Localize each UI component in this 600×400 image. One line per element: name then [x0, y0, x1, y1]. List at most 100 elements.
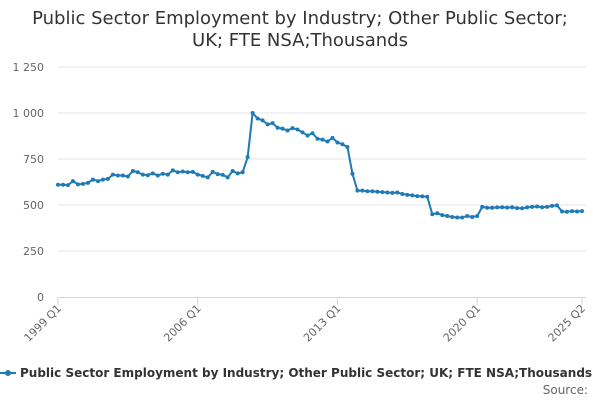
data-point [130, 168, 135, 173]
data-point [240, 170, 245, 175]
y-tick-label-0: 0 [37, 291, 44, 304]
data-point [305, 133, 310, 138]
data-point [535, 204, 540, 209]
series-line [57, 112, 583, 219]
data-point [330, 135, 335, 140]
x-tick-label-1: 2006 Q1 [161, 302, 204, 345]
data-point [340, 142, 345, 147]
data-point [410, 193, 415, 198]
data-point [335, 140, 340, 145]
source-label: Source: [543, 383, 588, 397]
data-point [320, 137, 325, 142]
data-point [295, 127, 300, 132]
y-tick-label-500: 500 [23, 199, 44, 212]
data-point [265, 122, 270, 127]
data-point [470, 214, 475, 219]
data-point [170, 168, 175, 173]
data-point [215, 172, 220, 177]
data-point [220, 172, 225, 177]
data-point [525, 205, 530, 210]
data-point [375, 189, 380, 194]
data-point [235, 171, 240, 176]
y-tick-label-1000: 1 000 [13, 107, 45, 120]
data-point [140, 172, 145, 177]
data-point [560, 209, 565, 214]
data-point [120, 173, 125, 178]
data-point [325, 139, 330, 144]
data-point [75, 182, 80, 187]
chart-title-line-2: UK; FTE NSA;Thousands [192, 30, 408, 51]
data-point [195, 172, 200, 177]
data-point [565, 209, 570, 214]
data-point [315, 136, 320, 141]
data-point [250, 111, 255, 115]
legend[interactable]: Public Sector Employment by Industry; Ot… [0, 366, 592, 380]
data-point [575, 209, 580, 214]
data-point [115, 173, 120, 178]
data-point [110, 172, 115, 177]
data-point [285, 128, 290, 133]
data-point [280, 126, 285, 131]
data-point [390, 190, 395, 195]
data-point [345, 145, 350, 150]
data-point [150, 171, 155, 176]
data-point [545, 204, 550, 209]
data-point [370, 189, 375, 194]
data-point [160, 171, 165, 176]
data-point [510, 205, 515, 210]
data-point [180, 169, 185, 174]
data-point [520, 206, 525, 211]
data-point [440, 213, 445, 218]
data-point [145, 173, 150, 178]
data-point [155, 173, 160, 178]
x-axis: 1999 Q1 2006 Q1 2013 Q1 2020 Q1 2025 Q2 [22, 297, 588, 345]
data-point [100, 177, 105, 182]
data-point [515, 206, 520, 211]
data-point [460, 215, 465, 220]
data-point [485, 205, 490, 210]
data-point [200, 173, 205, 178]
data-point [380, 190, 385, 195]
data-point [190, 169, 195, 174]
data-point [490, 205, 495, 210]
data-point [365, 189, 370, 194]
data-point [455, 215, 460, 220]
data-point [165, 172, 170, 177]
y-axis: 0 250 500 750 1 000 1 250 [13, 61, 45, 304]
data-point [430, 212, 435, 217]
data-point [450, 214, 455, 219]
data-point [230, 168, 235, 173]
data-point [505, 205, 510, 210]
data-point [90, 177, 95, 182]
y-tick-label-750: 750 [23, 153, 44, 166]
data-point [530, 204, 535, 209]
data-point [355, 188, 360, 193]
data-point [245, 155, 250, 160]
chart-title: Public Sector Employment by Industry; Ot… [32, 8, 568, 51]
data-point [360, 188, 365, 193]
data-point [65, 183, 70, 188]
data-point [580, 209, 584, 214]
data-point [385, 190, 390, 195]
chart-title-line-1: Public Sector Employment by Industry; Ot… [32, 8, 568, 29]
data-point [135, 170, 140, 175]
legend-label: Public Sector Employment by Industry; Ot… [20, 366, 592, 380]
data-point [210, 169, 215, 174]
data-point [420, 194, 425, 199]
y-tick-label-250: 250 [23, 245, 44, 258]
data-point [85, 180, 90, 185]
data-point [105, 176, 110, 181]
series-group [56, 111, 584, 220]
data-point [415, 194, 420, 199]
data-point [405, 192, 410, 197]
data-point [270, 121, 275, 126]
data-point [300, 130, 305, 135]
legend-point-marker [5, 370, 11, 376]
data-point [70, 179, 75, 184]
data-point [475, 214, 480, 219]
gridlines [58, 66, 586, 252]
data-point [255, 116, 260, 121]
data-point [400, 191, 405, 196]
data-point [445, 214, 450, 219]
